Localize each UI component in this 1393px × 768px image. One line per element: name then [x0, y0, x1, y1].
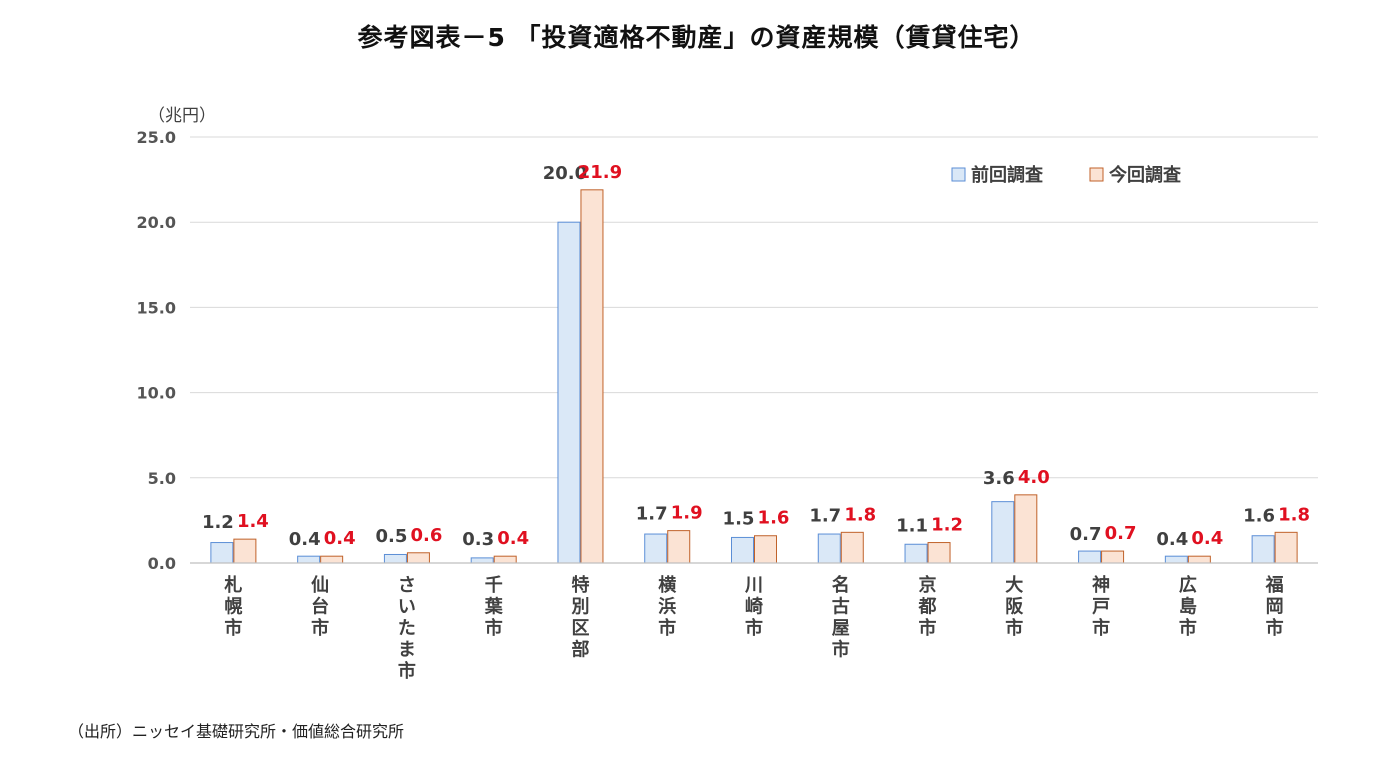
bar-prev — [991, 501, 1015, 564]
y-tick-label: 5.0 — [148, 469, 176, 488]
data-label-curr: 1.8 — [844, 504, 876, 525]
x-category-label: 広島市 — [1179, 574, 1197, 639]
x-category-label: 千葉市 — [484, 575, 504, 639]
bar-curr — [927, 542, 951, 564]
x-category-label: 札幌市 — [223, 574, 242, 639]
legend-label: 今回調査 — [1109, 164, 1181, 186]
data-label-prev: 1.7 — [809, 505, 841, 526]
data-labels: 1.2 1.40.4 0.4 0.5 0.6 0.3 0.420.021.91.7 1.9 1.… — [202, 162, 1310, 550]
data-label-curr: 1.8 — [1278, 504, 1310, 525]
bar-curr — [1014, 494, 1038, 564]
bar-prev — [1251, 535, 1275, 564]
y-tick-label: 0.0 — [148, 554, 176, 573]
data-label-curr: 0.6 — [410, 525, 442, 546]
bar-prev — [1078, 550, 1102, 564]
data-label-prev: 0.4 — [1156, 529, 1188, 550]
data-label-prev: 3.6 — [983, 468, 1015, 489]
x-category-label: 神戸市 — [1092, 574, 1110, 639]
bar-curr — [406, 552, 430, 564]
data-label-curr: 1.6 — [758, 508, 790, 529]
data-label-prev: 1.5 — [723, 509, 755, 530]
legend-swatch — [951, 167, 966, 182]
legend-label: 前回調査 — [971, 164, 1043, 186]
legend-swatch — [1089, 167, 1104, 182]
bar-curr — [320, 555, 344, 564]
data-label-curr: 21.9 — [578, 162, 622, 183]
gridlines — [190, 136, 1318, 479]
bar-prev — [644, 533, 668, 564]
data-label-curr: 1.9 — [671, 503, 703, 524]
data-label-curr: 1.2 — [931, 515, 963, 536]
data-label-prev: 0.4 — [289, 529, 321, 550]
bar-curr — [580, 189, 604, 564]
bar-prev — [1164, 555, 1188, 564]
x-category-label: 大阪市 — [1005, 574, 1024, 639]
bar-prev — [470, 557, 494, 564]
axes: （兆円） 0.0 5.0 10.0 15.0 20.0 25.0 札幌市 仙台市 さいたま市 千葉市… — [137, 106, 1318, 682]
bar-prev — [817, 533, 841, 564]
data-label-curr: 0.4 — [497, 528, 529, 549]
data-label-curr: 0.4 — [324, 528, 356, 549]
data-label-curr: 0.7 — [1105, 523, 1137, 544]
data-label-prev: 1.1 — [896, 516, 928, 537]
data-label-curr: 0.4 — [1191, 528, 1223, 549]
bar-curr — [233, 538, 257, 564]
y-tick-label: 25.0 — [137, 128, 176, 147]
data-label-prev: 0.5 — [375, 526, 407, 547]
data-label-prev: 0.7 — [1070, 524, 1102, 545]
data-label-curr: 1.4 — [237, 511, 269, 532]
x-category-label: 川崎市 — [744, 575, 763, 639]
bar-prev — [210, 542, 234, 564]
bar-prev — [731, 536, 754, 564]
x-category-label: 特別区部 — [571, 574, 589, 661]
data-label-curr: 4.0 — [1018, 467, 1050, 488]
data-label-prev: 1.7 — [636, 504, 668, 525]
legend: 前回調査 今回調査 — [951, 164, 1181, 186]
bar-prev — [557, 221, 581, 564]
x-category-label: さいたま市 — [398, 575, 416, 682]
source-note: （出所）ニッセイ基礎研究所・価値総合研究所 — [68, 722, 405, 741]
x-category-label: 名古屋市 — [832, 574, 850, 661]
data-label-prev: 0.3 — [462, 529, 494, 550]
bar-curr — [754, 535, 777, 564]
bar-curr — [1187, 555, 1211, 564]
x-category-label: 福岡市 — [1265, 574, 1284, 639]
x-category-label: 仙台市 — [311, 574, 329, 639]
y-unit-label: （兆円） — [148, 106, 216, 126]
bars — [210, 189, 1298, 564]
y-tick-label: 15.0 — [137, 298, 176, 317]
data-label-prev: 20.0 — [543, 163, 587, 184]
y-tick-label: 10.0 — [137, 384, 176, 403]
chart-title: 参考図表－5 「投資適格不動産」の資産規模（賃貸住宅） — [357, 23, 1036, 52]
bar-prev — [904, 543, 928, 564]
bar-curr — [667, 530, 691, 564]
bar-curr — [840, 531, 864, 564]
bar-prev — [297, 555, 321, 564]
y-tick-label: 20.0 — [137, 213, 176, 232]
bar-curr — [1101, 550, 1125, 564]
bar-curr — [493, 555, 517, 564]
bar-curr — [1274, 531, 1298, 564]
x-category-label: 横浜市 — [658, 574, 677, 639]
x-category-label: 京都市 — [918, 574, 937, 639]
data-label-prev: 1.2 — [202, 512, 234, 533]
data-label-prev: 1.6 — [1243, 505, 1275, 526]
bar-prev — [383, 553, 407, 564]
